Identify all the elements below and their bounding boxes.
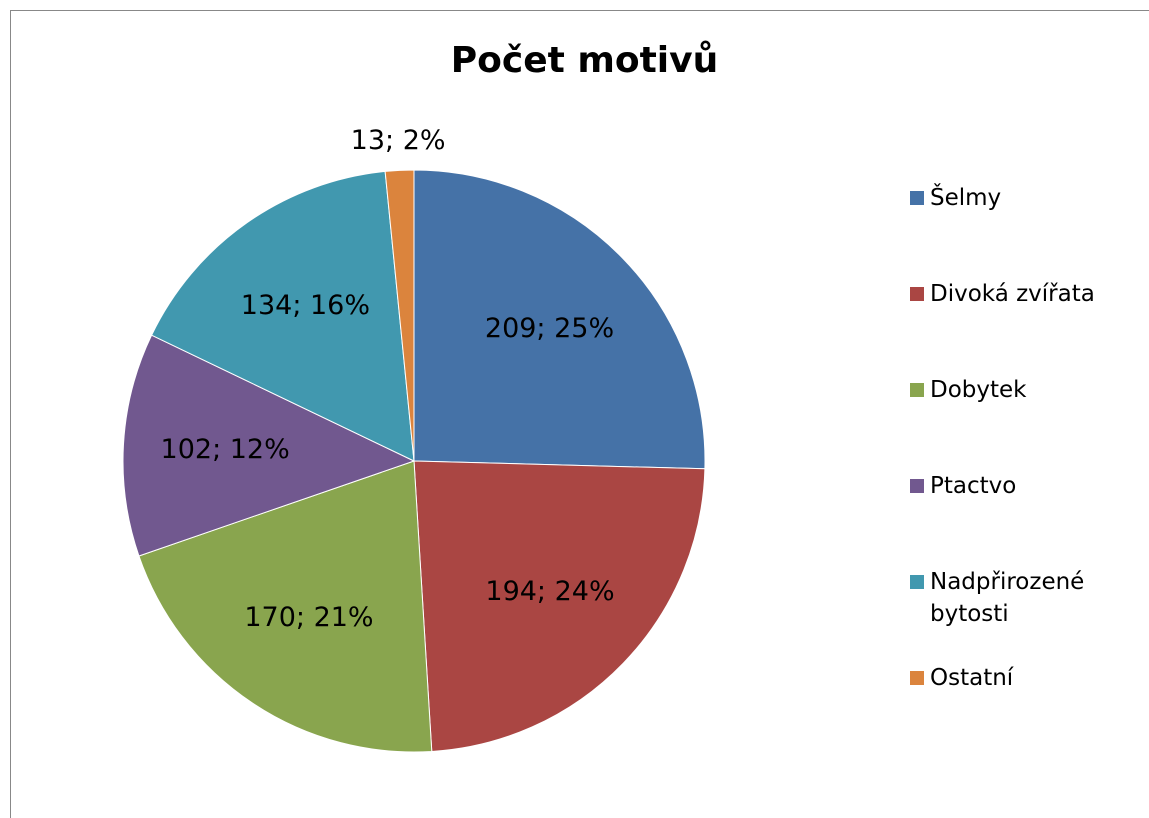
legend-label: Divoká zvířata: [930, 281, 1095, 307]
data-label: 170; 21%: [244, 602, 374, 634]
chart-frame: [10, 10, 1149, 818]
data-label: 102; 12%: [160, 434, 290, 466]
data-label: 194; 24%: [485, 576, 615, 608]
pie-slice: [138, 460, 433, 753]
pie-slice: [384, 169, 415, 462]
legend-label: Ptactvo: [930, 473, 1017, 499]
legend-item: Dobytek: [910, 374, 1110, 406]
legend-item: Divoká zvířata: [910, 278, 1110, 310]
legend-swatch: [910, 671, 924, 685]
legend-item: Ptactvo: [910, 470, 1110, 502]
legend-swatch: [910, 479, 924, 493]
pie-slice: [413, 169, 706, 470]
chart-title: Počet motivů: [450, 40, 719, 81]
legend-swatch: [910, 191, 924, 205]
legend-label: Nadpřirozené bytosti: [930, 569, 1085, 627]
data-label: 209; 25%: [484, 313, 615, 345]
legend-label: Šelmy: [930, 185, 1002, 211]
legend-swatch: [910, 383, 924, 397]
data-label: 13; 2%: [350, 125, 446, 157]
legend-label: Dobytek: [930, 377, 1027, 403]
data-label: 134; 16%: [240, 290, 371, 322]
legend-item: Ostatní: [910, 662, 1110, 694]
pie-slice: [413, 460, 706, 752]
pie-slice: [150, 170, 415, 462]
legend-item: Šelmy: [910, 182, 1110, 214]
pie-slice: [122, 334, 416, 557]
legend-swatch: [910, 287, 924, 301]
legend-swatch: [910, 575, 924, 589]
legend-item: Nadpřirozené bytosti: [910, 566, 1110, 630]
legend-label: Ostatní: [930, 665, 1014, 691]
